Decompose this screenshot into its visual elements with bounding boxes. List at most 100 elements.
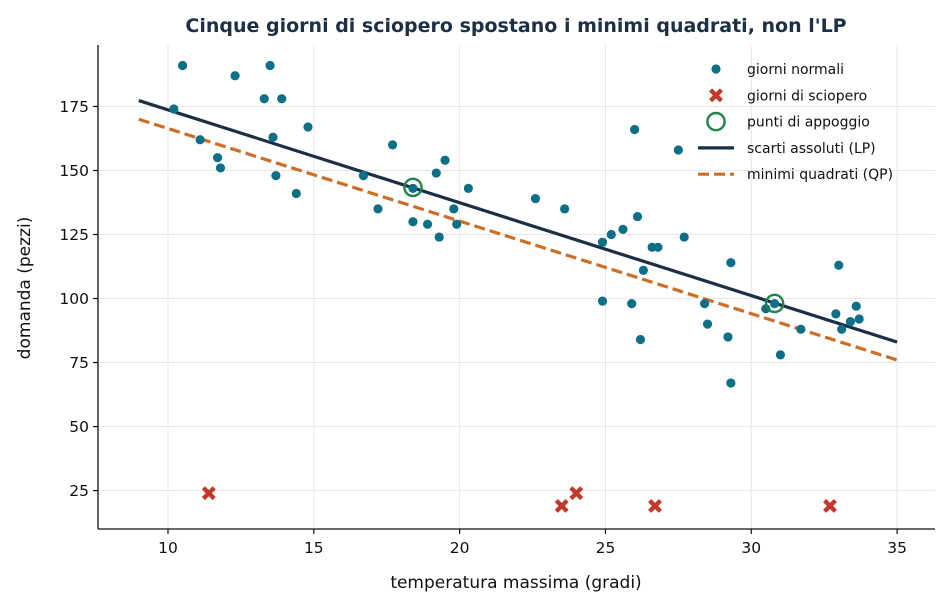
y-tick-label: 125	[59, 226, 89, 244]
strike-point	[569, 486, 584, 501]
data-point	[769, 299, 780, 309]
x-tick-label: 20	[450, 539, 470, 557]
data-point	[627, 299, 637, 309]
y-tick-label: 150	[59, 162, 89, 180]
data-point	[291, 188, 301, 199]
legend-label: punti di appoggio	[747, 115, 870, 131]
data-point	[530, 194, 541, 204]
support-point	[403, 177, 423, 198]
data-point	[723, 332, 733, 342]
support-point	[764, 293, 785, 314]
legend-item: minimi quadrati (QP)	[698, 167, 893, 183]
x-tick-label: 30	[741, 539, 761, 557]
data-point	[431, 168, 441, 178]
y-tick-label: 75	[69, 354, 89, 372]
data-point	[169, 104, 179, 114]
legend-item: scarti assoluti (LP)	[698, 141, 876, 157]
data-point	[230, 71, 240, 81]
x-tick-label: 25	[596, 539, 616, 557]
data-point	[271, 171, 281, 181]
y-tick-label: 100	[59, 290, 89, 308]
grid	[98, 45, 935, 529]
legend-label: scarti assoluti (LP)	[747, 141, 876, 157]
data-point	[702, 319, 713, 329]
data-point	[653, 242, 663, 252]
strike-point	[648, 498, 662, 513]
data-point	[408, 217, 418, 227]
x-tick-label: 15	[304, 539, 324, 557]
legend: giorni normali giorni di sciopero punti di…	[698, 62, 893, 183]
data-point	[358, 171, 368, 181]
data-point	[679, 232, 689, 242]
data-point	[837, 324, 847, 334]
x-marker-stroke	[709, 88, 723, 103]
data-point	[606, 229, 616, 240]
chart-title: Cinque giorni di sciopero spostano i min…	[185, 15, 846, 37]
legend-item: punti di appoggio	[706, 111, 870, 132]
data-point	[831, 309, 841, 319]
data-point	[775, 350, 786, 360]
x-marker-stroke	[823, 498, 837, 513]
data-point	[845, 316, 856, 327]
data-point	[259, 94, 269, 104]
data-point	[215, 163, 226, 173]
data-point	[630, 124, 640, 135]
x-marker-stroke	[569, 486, 584, 501]
strike-point	[201, 486, 216, 501]
data-point	[440, 155, 450, 165]
data-point	[796, 324, 806, 334]
data-point	[265, 60, 275, 71]
data-point	[212, 153, 223, 163]
data-point	[638, 265, 648, 275]
legend-marker	[711, 64, 721, 74]
data-point	[851, 301, 861, 311]
plot-area	[138, 60, 898, 513]
y-tick-label: 50	[69, 418, 89, 436]
data-point	[560, 204, 570, 214]
data-point	[195, 135, 205, 145]
legend-label: giorni di sciopero	[747, 88, 867, 104]
qp-fit-line	[138, 117, 898, 362]
data-point	[673, 145, 683, 155]
x-marker-stroke	[648, 498, 662, 513]
legend-marker	[709, 88, 723, 103]
x-tick-label: 10	[158, 539, 178, 557]
data-point	[700, 299, 710, 309]
legend-item: giorni di sciopero	[709, 88, 867, 104]
data-point	[854, 314, 864, 324]
data-point	[303, 122, 313, 132]
strike-point	[823, 498, 837, 513]
data-point	[387, 140, 398, 150]
y-axis-label: domanda (pezzi)	[15, 217, 35, 360]
x-marker-stroke	[201, 486, 216, 501]
data-point	[463, 183, 473, 194]
data-point	[452, 219, 462, 229]
data-point	[597, 296, 608, 306]
data-point	[761, 304, 771, 314]
data-point	[422, 219, 433, 229]
data-point	[834, 260, 844, 270]
data-point	[726, 378, 736, 388]
data-point	[726, 258, 736, 268]
data-point	[408, 183, 418, 194]
x-marker-stroke	[554, 498, 569, 513]
y-tick-label: 25	[69, 482, 89, 500]
data-point	[268, 132, 278, 142]
axes: 10 15 20 25 30 35 25 50 75 100 125 150 175	[59, 45, 935, 557]
data-point	[597, 237, 608, 247]
data-point	[277, 94, 287, 104]
y-tick-label: 175	[59, 98, 89, 116]
data-point	[434, 232, 444, 242]
legend-label: giorni normali	[747, 62, 844, 78]
data-point	[632, 211, 643, 222]
data-point	[635, 334, 646, 345]
data-point	[618, 224, 628, 234]
x-axis-label: temperatura massima (gradi)	[390, 573, 641, 593]
data-point	[177, 60, 188, 71]
legend-label: minimi quadrati (QP)	[747, 167, 893, 183]
legend-item: giorni normali	[711, 62, 844, 78]
strike-point	[554, 498, 569, 513]
x-tick-label: 35	[887, 539, 907, 557]
data-point	[449, 204, 459, 214]
